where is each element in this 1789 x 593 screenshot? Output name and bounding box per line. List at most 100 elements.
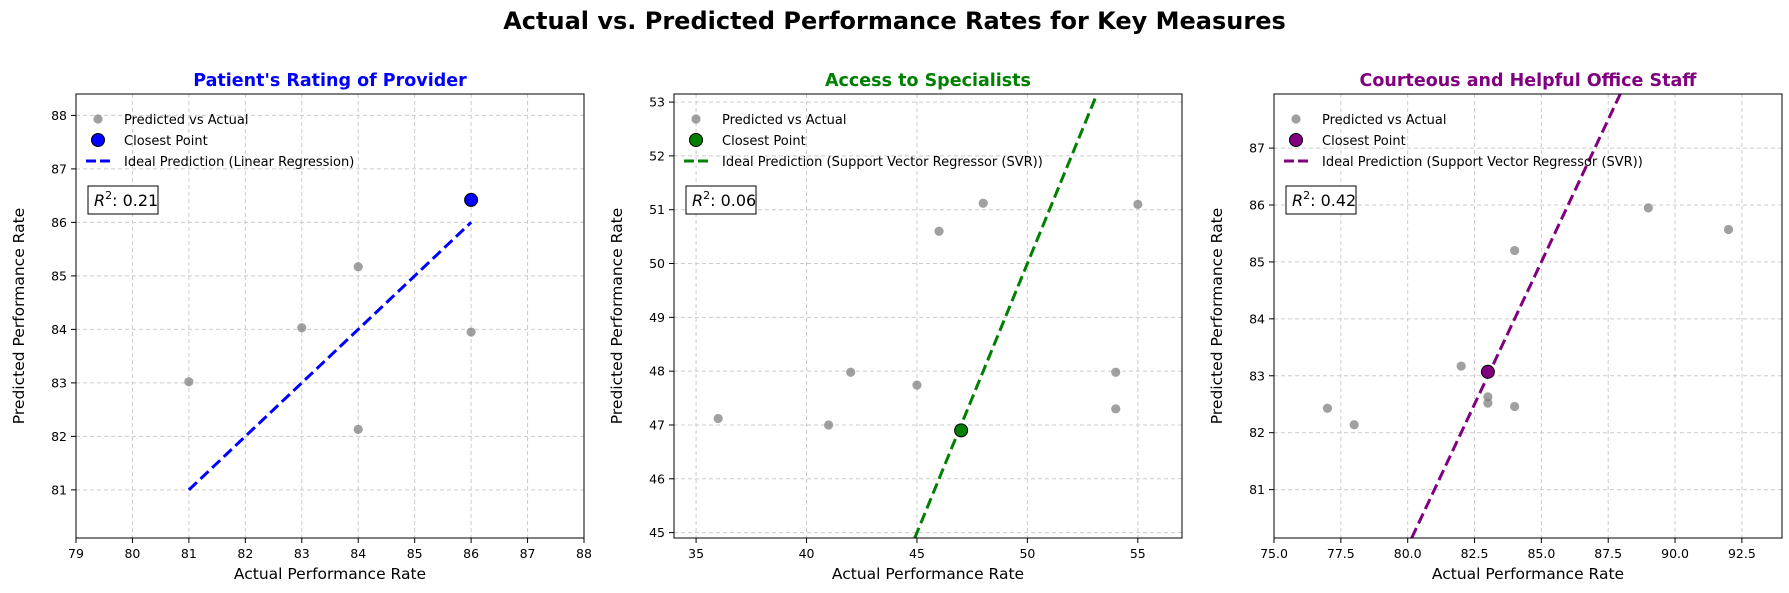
y-tick-label: 88 (51, 108, 67, 123)
y-tick-label: 86 (1249, 198, 1265, 213)
y-tick-label: 45 (649, 525, 665, 540)
x-tick-label: 55 (1130, 546, 1146, 561)
y-tick-label: 81 (51, 482, 67, 497)
legend-points-label: Predicted vs Actual (124, 113, 248, 128)
legend-closest-marker (1289, 133, 1303, 147)
x-tick-label: 84 (350, 546, 366, 561)
closest-point (954, 423, 969, 438)
y-tick-label: 52 (649, 148, 665, 163)
axes-frame (673, 93, 1183, 539)
x-axis-label: Actual Performance Rate (1432, 565, 1624, 583)
y-tick-label: 81 (1249, 482, 1265, 497)
legend-closest-marker (689, 133, 703, 147)
x-axis-label: Actual Performance Rate (234, 565, 426, 583)
y-tick-label: 84 (1249, 311, 1265, 326)
legend-line-label: Ideal Prediction (Linear Regression) (124, 155, 354, 170)
r2-box (685, 185, 757, 215)
axes-frame (1273, 93, 1783, 539)
x-tick-label: 35 (688, 546, 704, 561)
legend-closest-label: Closest Point (124, 134, 208, 149)
data-point (1133, 199, 1143, 209)
y-tick-label: 53 (649, 95, 665, 110)
data-point (466, 327, 476, 337)
x-tick-label: 92.5 (1728, 546, 1756, 561)
panel-title: Courteous and Helpful Office Staff (1360, 71, 1698, 91)
y-tick-label: 85 (1249, 254, 1265, 269)
x-tick-label: 77.5 (1327, 546, 1355, 561)
r2-annotation: R2: 0.21 (94, 189, 158, 210)
x-tick-label: 88 (576, 546, 592, 561)
x-tick-label: 85.0 (1527, 546, 1555, 561)
data-point (824, 420, 834, 430)
axes-frame (75, 93, 585, 539)
data-point (713, 413, 723, 424)
legend-line-label: Ideal Prediction (Support Vector Regress… (1322, 155, 1643, 170)
x-tick-label: 82 (237, 546, 253, 561)
y-tick-label: 87 (1249, 141, 1265, 156)
r2-box (1285, 185, 1357, 215)
y-tick-label: 50 (649, 256, 665, 271)
data-point (1111, 367, 1121, 377)
y-tick-label: 49 (649, 310, 665, 325)
data-point (184, 377, 194, 387)
legend-line-label: Ideal Prediction (Support Vector Regress… (722, 155, 1043, 170)
ideal-prediction-line (1410, 94, 1622, 538)
x-tick-label: 81 (181, 546, 197, 561)
chart-panel-1: 79 80 81 82 83 84 85 86 87 88 81 82 83 84 85 86 87 88 Pati… (10, 71, 592, 583)
x-tick-label: 82.5 (1461, 546, 1489, 561)
legend-points-marker (691, 114, 701, 124)
x-tick-label: 85 (407, 546, 423, 561)
figure-title: Actual vs. Predicted Performance Rates f… (503, 7, 1286, 35)
legend-closest-marker (91, 133, 105, 147)
data-point (353, 262, 363, 272)
data-point (1483, 398, 1493, 408)
x-tick-label: 79 (68, 546, 84, 561)
y-tick-label: 84 (51, 322, 67, 337)
data-point (1723, 224, 1734, 235)
y-tick-label: 83 (51, 375, 67, 390)
y-axis-label: Predicted Performance Rate (1208, 208, 1226, 424)
data-point (297, 323, 307, 333)
data-point (912, 380, 922, 390)
closest-point (464, 192, 479, 207)
x-tick-label: 45 (909, 546, 925, 561)
data-point (978, 198, 988, 208)
x-tick-label: 90.0 (1661, 546, 1689, 561)
x-axis-label: Actual Performance Rate (832, 565, 1024, 583)
chart-panel-3: 75.0 77.5 80.0 82.5 85.0 87.5 90.0 92.5 81 82 83 84… (1208, 71, 1783, 583)
legend-closest-label: Closest Point (722, 134, 806, 149)
r2-annotation: R2: 0.42 (1292, 189, 1356, 210)
x-tick-label: 50 (1019, 546, 1035, 561)
y-tick-label: 46 (649, 471, 665, 486)
panel-title: Access to Specialists (825, 71, 1031, 91)
x-tick-label: 87.5 (1594, 546, 1622, 561)
y-tick-label: 82 (1249, 425, 1265, 440)
data-point (1643, 203, 1653, 213)
legend-points-label: Predicted vs Actual (1322, 113, 1446, 128)
data-point (1349, 420, 1359, 430)
legend-points-label: Predicted vs Actual (722, 113, 846, 128)
data-point (934, 226, 944, 236)
x-tick-label: 86 (463, 546, 479, 561)
data-point (1510, 401, 1520, 412)
data-point (846, 367, 856, 377)
y-tick-label: 85 (51, 268, 67, 283)
legend-points-marker (93, 114, 103, 124)
chart-panel-2: 35 40 45 50 55 45 46 47 48 49 50 51 52 53 Access to Sp… (608, 71, 1183, 583)
y-tick-label: 47 (649, 417, 665, 432)
y-tick-label: 51 (649, 202, 665, 217)
data-point (1510, 245, 1520, 256)
x-tick-label: 80 (124, 546, 140, 561)
r2-annotation: R2: 0.06 (692, 189, 756, 210)
ideal-prediction-line (187, 221, 473, 491)
panel-title: Patient's Rating of Provider (193, 71, 467, 91)
y-axis-label: Predicted Performance Rate (10, 208, 28, 424)
y-tick-label: 86 (51, 215, 67, 230)
x-tick-label: 40 (799, 546, 815, 561)
x-tick-label: 75.0 (1260, 546, 1288, 561)
legend-closest-label: Closest Point (1322, 134, 1406, 149)
x-tick-label: 83 (294, 546, 310, 561)
data-point (1456, 361, 1466, 371)
legend-points-marker (1291, 114, 1301, 124)
